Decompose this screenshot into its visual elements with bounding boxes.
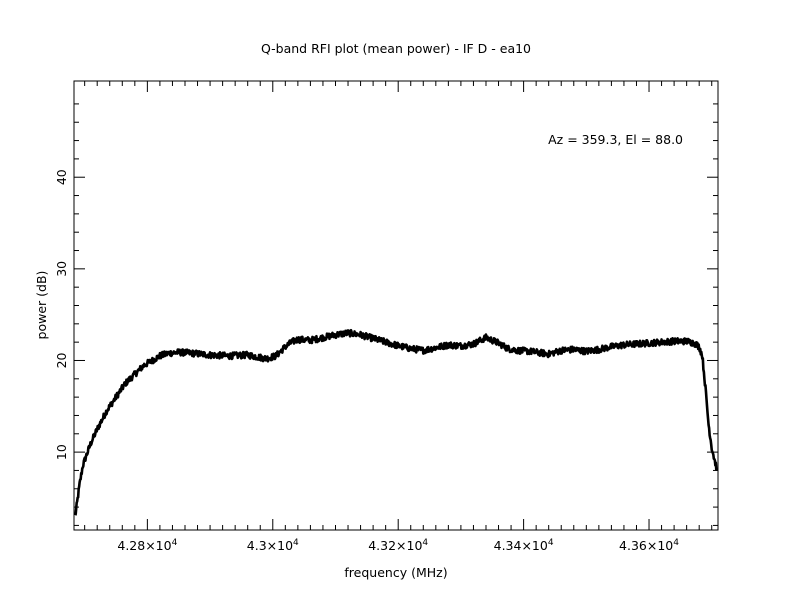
y-tick-label: 40 — [54, 169, 69, 185]
y-tick-label: 10 — [54, 444, 69, 460]
y-tick-label: 20 — [54, 352, 69, 368]
x-tick-label: 4.36×104 — [619, 538, 679, 553]
x-axis: 4.28×104 4.3×104 4.32×104 4.34×104 4.36×104 — [117, 81, 679, 553]
y-axis: 10 20 30 40 — [54, 169, 718, 460]
x-axis-label: frequency (MHz) — [344, 565, 447, 580]
minor-ticks — [74, 81, 718, 530]
x-tick-label: 4.3×104 — [247, 538, 299, 553]
az-el-annotation: Az = 359.3, El = 88.0 — [548, 132, 683, 147]
chart-title: Q-band RFI plot (mean power) - IF D - ea… — [261, 41, 531, 56]
y-axis-label: power (dB) — [34, 271, 49, 340]
y-tick-label: 30 — [54, 261, 69, 277]
power-spectrum-line — [74, 328, 718, 516]
x-tick-label: 4.32×104 — [368, 538, 428, 553]
x-tick-label: 4.28×104 — [117, 538, 177, 553]
x-tick-label: 4.34×104 — [494, 538, 554, 553]
plot-frame — [73, 80, 719, 531]
